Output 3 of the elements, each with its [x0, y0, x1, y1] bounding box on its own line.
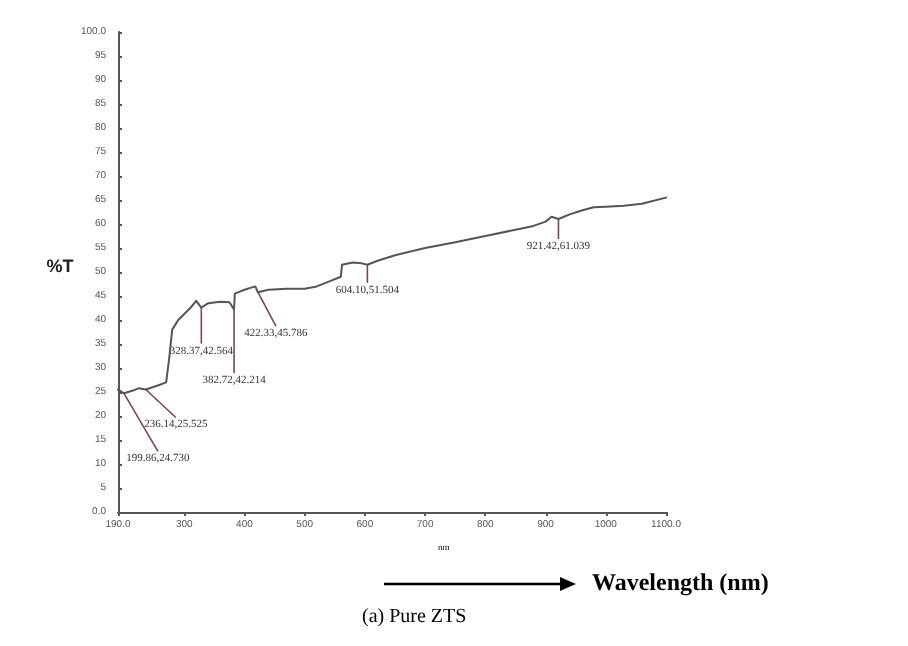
y-axis-title: %T — [46, 256, 75, 276]
text: (a) Pure ZTS — [362, 606, 467, 628]
x-axis-title: Wavelength (nm) — [592, 568, 769, 598]
